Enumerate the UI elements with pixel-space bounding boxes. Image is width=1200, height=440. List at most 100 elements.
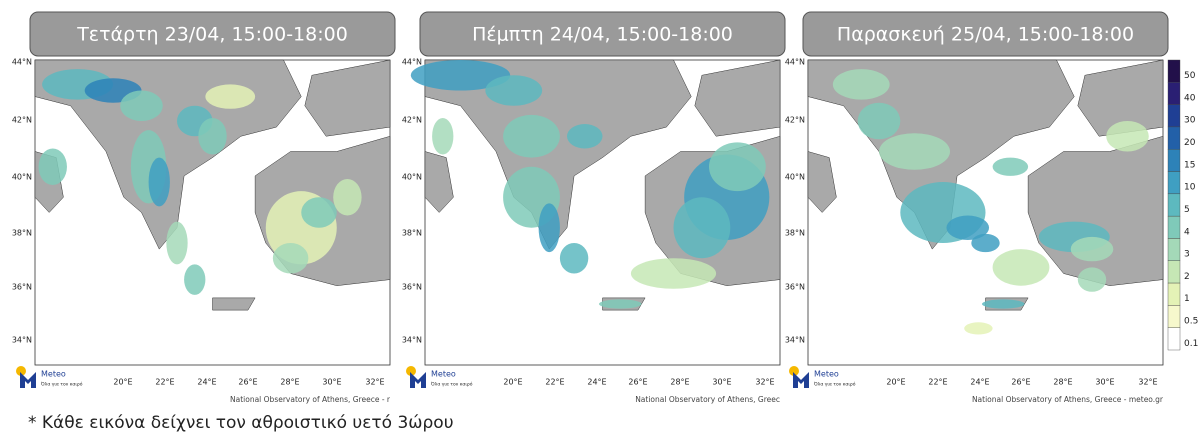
colorbar-label: 0.5 bbox=[1184, 317, 1198, 327]
colorbar-cell bbox=[1167, 327, 1181, 351]
precip-area bbox=[709, 142, 766, 192]
lon-label: 28°E bbox=[280, 378, 299, 387]
lat-label: 38°N bbox=[12, 229, 32, 238]
precip-area bbox=[410, 60, 511, 91]
logo-sun bbox=[406, 366, 416, 376]
precip-area bbox=[38, 148, 67, 186]
map-panel: Τετάρτη 23/04, 15:00-18:00 44°N 42°N 40°N 38… bbox=[12, 11, 396, 404]
panel-title: Πέμπτη 24/04, 15:00-18:00 bbox=[472, 24, 733, 46]
precip-area bbox=[673, 197, 731, 259]
land bbox=[212, 297, 256, 311]
lon-label: 30°E bbox=[322, 378, 341, 387]
colorbar-label: 3 bbox=[1184, 250, 1190, 260]
precip-area bbox=[184, 264, 206, 295]
precip-area bbox=[1070, 236, 1114, 262]
precip-area bbox=[981, 299, 1025, 309]
precip-area bbox=[992, 157, 1029, 176]
precip-area bbox=[538, 203, 560, 253]
precip-area bbox=[971, 233, 1000, 253]
colorbar-label: 30 bbox=[1184, 116, 1196, 126]
land bbox=[424, 59, 692, 250]
precip-area bbox=[992, 249, 1050, 286]
lon-label: 24°E bbox=[970, 378, 989, 387]
precip-area bbox=[567, 124, 603, 149]
lon-label: 30°E bbox=[712, 378, 731, 387]
lon-label: 20°E bbox=[503, 378, 522, 387]
logo-sun bbox=[16, 366, 26, 376]
lon-label: 22°E bbox=[545, 378, 564, 387]
logo-mark bbox=[410, 372, 426, 388]
lon-label: 26°E bbox=[1011, 378, 1030, 387]
precip-area bbox=[485, 75, 543, 106]
precip-area bbox=[559, 243, 589, 274]
precip-area bbox=[1106, 121, 1149, 152]
precip-area bbox=[301, 197, 337, 228]
land bbox=[424, 151, 454, 213]
logo-mark bbox=[20, 372, 36, 388]
lon-label: 30°E bbox=[1095, 378, 1114, 387]
colorbar-cell bbox=[1167, 126, 1181, 150]
lat-label: 38°N bbox=[785, 229, 805, 238]
precip-area bbox=[832, 69, 890, 100]
precip-area bbox=[333, 178, 362, 216]
logo-mark bbox=[793, 372, 809, 388]
precip-area bbox=[946, 215, 990, 240]
colorbar-cell bbox=[1167, 149, 1181, 172]
land bbox=[304, 59, 391, 137]
map-panel: Πέμπτη 24/04, 15:00-18:00 44°N 42°N 40°N 38°… bbox=[402, 11, 786, 404]
lat-label: 40°N bbox=[402, 173, 422, 182]
title-box bbox=[29, 11, 396, 57]
precip-area bbox=[630, 258, 717, 289]
precip-area bbox=[503, 114, 560, 158]
credit: National Observatory of Athens, Greec bbox=[635, 395, 780, 404]
logo-name: Meteo bbox=[431, 370, 456, 379]
lon-label: 32°E bbox=[365, 378, 384, 387]
lon-label: 20°E bbox=[886, 378, 905, 387]
lon-label: 28°E bbox=[1053, 378, 1072, 387]
colorbar-cell bbox=[1167, 305, 1181, 328]
lat-label: 34°N bbox=[785, 336, 805, 345]
lat-label: 40°N bbox=[12, 173, 32, 182]
lat-label: 34°N bbox=[402, 336, 422, 345]
precip-area bbox=[198, 117, 227, 155]
lat-label: 42°N bbox=[12, 116, 32, 125]
lat-label: 44°N bbox=[402, 58, 422, 67]
colorbar-label: 50 bbox=[1184, 71, 1196, 81]
lon-label: 24°E bbox=[587, 378, 606, 387]
colorbar-cell bbox=[1167, 104, 1181, 128]
precip-area bbox=[166, 221, 188, 265]
lat-label: 40°N bbox=[785, 173, 805, 182]
colorbar-label: 15 bbox=[1184, 160, 1195, 170]
precip-area bbox=[879, 133, 950, 170]
lon-label: 22°E bbox=[155, 378, 174, 387]
colorbar-cell bbox=[1167, 282, 1181, 306]
lon-label: 22°E bbox=[928, 378, 947, 387]
colorbar-label: 20 bbox=[1184, 138, 1196, 148]
lon-label: 26°E bbox=[628, 378, 647, 387]
lat-label: 36°N bbox=[402, 283, 422, 292]
precip-area bbox=[857, 102, 901, 140]
lon-label: 32°E bbox=[755, 378, 774, 387]
precip-area bbox=[120, 90, 163, 121]
land bbox=[807, 151, 837, 213]
logo-name: Meteo bbox=[814, 370, 839, 379]
lon-label: 32°E bbox=[1138, 378, 1157, 387]
lat-label: 38°N bbox=[402, 229, 422, 238]
footnote: * Κάθε εικόνα δείχνει τον αθροιστικό υετ… bbox=[28, 413, 454, 433]
map-panel: Παρασκευή 25/04, 15:00-18:00 44°N 42°N 40°N… bbox=[785, 11, 1169, 404]
credit: National Observatory of Athens, Greece -… bbox=[972, 395, 1164, 404]
logo-tagline: Όλα για τον καιρό bbox=[813, 381, 856, 388]
lat-label: 44°N bbox=[785, 58, 805, 67]
lat-label: 36°N bbox=[12, 283, 32, 292]
colorbar-label: 0.1 bbox=[1184, 339, 1198, 349]
precip-area bbox=[432, 117, 454, 155]
panel-title: Παρασκευή 25/04, 15:00-18:00 bbox=[837, 24, 1134, 46]
precip-area bbox=[205, 84, 256, 109]
precip-area bbox=[964, 322, 993, 335]
lat-label: 44°N bbox=[12, 58, 32, 67]
land bbox=[694, 59, 781, 137]
credit: National Observatory of Athens, Greece -… bbox=[230, 395, 391, 404]
lon-label: 28°E bbox=[670, 378, 689, 387]
precip-area bbox=[148, 157, 170, 207]
